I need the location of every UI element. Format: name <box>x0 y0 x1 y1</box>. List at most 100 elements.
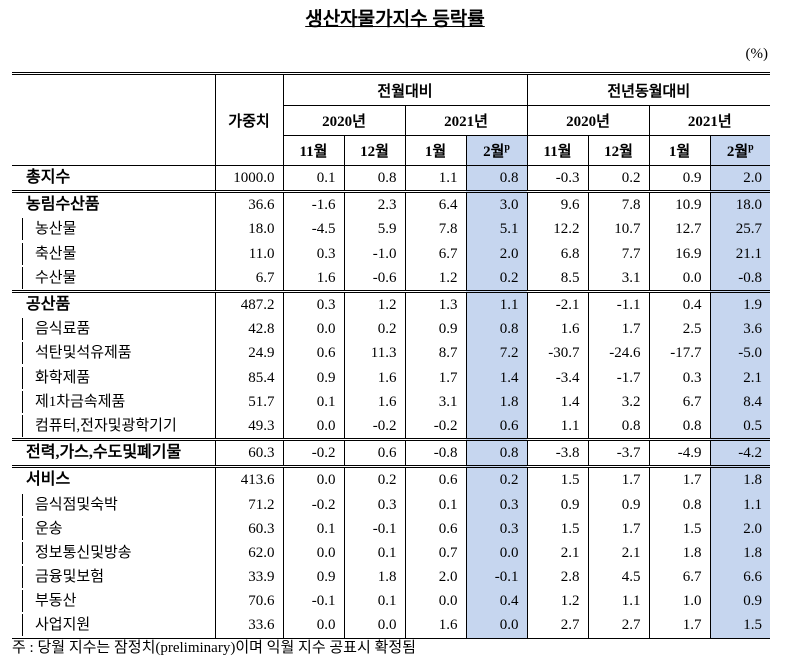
cell: 1.5 <box>526 516 589 541</box>
cell: 4.5 <box>587 565 650 590</box>
cell: 6.7 <box>214 265 284 292</box>
cell: -0.2 <box>282 492 345 517</box>
row-label: 수산물 <box>12 265 216 292</box>
cell: 0.0 <box>282 413 345 440</box>
cell: 0.7 <box>404 540 467 565</box>
row-label-text: 전력,가스,수도및폐기물 <box>26 444 182 462</box>
cell: 7.7 <box>587 241 650 266</box>
cell: 487.2 <box>214 289 284 318</box>
cell: 0.2 <box>465 465 528 493</box>
cell: 62.0 <box>214 540 284 565</box>
month-header: 12월 <box>343 135 406 166</box>
year-header: 2020년 <box>283 105 406 136</box>
cell: 7.2 <box>465 341 528 366</box>
cell: -3.7 <box>587 438 650 467</box>
cell: -17.7 <box>648 341 711 366</box>
cell: 0.9 <box>648 165 711 192</box>
cell: 0.8 <box>465 317 528 342</box>
table-row: 음식점및숙박 71.2 -0.2 0.3 0.1 0.3 0.9 0.9 0.8 1.1 <box>12 492 771 517</box>
cell: 0.0 <box>343 613 406 639</box>
cell: 6.7 <box>648 389 711 414</box>
cell: 0.2 <box>343 465 406 493</box>
cell: 0.9 <box>282 365 345 390</box>
cell: 6.7 <box>404 241 467 266</box>
cell: 33.9 <box>214 565 284 590</box>
row-label-text: 축산물 <box>22 242 215 265</box>
cell: 0.6 <box>404 516 467 541</box>
cell: 0.3 <box>343 492 406 517</box>
cell: -0.6 <box>343 265 406 292</box>
cell: 413.6 <box>214 465 284 493</box>
cell: -0.1 <box>343 516 406 541</box>
row-label-text: 총지수 <box>26 169 71 187</box>
row-label-text: 수산물 <box>22 266 215 289</box>
footnote: 주 : 당월 지수는 잠정치(preliminary)이며 익월 지수 공표시 … <box>12 640 416 656</box>
row-label-text: 농산물 <box>22 218 215 241</box>
cell: 0.0 <box>282 317 345 342</box>
month-header: 2월p <box>465 135 528 166</box>
cell: 2.1 <box>526 540 589 565</box>
corner <box>12 72 216 166</box>
unit: (%) <box>745 46 769 62</box>
table-row: 부동산 70.6 -0.1 0.1 0.0 0.4 1.2 1.1 1.0 0.9 <box>12 589 771 614</box>
cell: -0.1 <box>282 589 345 614</box>
month-header: 1월 <box>404 135 467 166</box>
cell: 1.8 <box>343 565 406 590</box>
header-row: 11월 12월 1월 2월p 11월 12월 1월 2월p <box>12 135 771 166</box>
cell: 18.0 <box>709 190 771 218</box>
cell: 11.0 <box>214 241 284 266</box>
table-row: 농림수산품 36.6 -1.6 2.3 6.4 3.0 9.6 7.8 10.9 18.0 <box>12 190 771 218</box>
row-label: 축산물 <box>12 241 216 266</box>
table-row: 공산품 487.2 0.3 1.2 1.3 1.1 -2.1 -1.1 0.4 1.9 <box>12 289 771 318</box>
cell: 1.5 <box>526 465 589 493</box>
cell: 6.6 <box>709 565 771 590</box>
table-row: 운송 60.3 0.1 -0.1 0.6 0.3 1.5 1.7 1.5 2.0 <box>12 516 771 541</box>
cell: 10.9 <box>648 190 711 218</box>
row-label: 음식점및숙박 <box>12 492 216 517</box>
cell: 24.9 <box>214 341 284 366</box>
cell: 1.8 <box>648 540 711 565</box>
cell: -1.7 <box>587 365 650 390</box>
row-label: 농림수산품 <box>12 190 216 218</box>
row-label-text: 서비스 <box>26 471 71 489</box>
cell: 36.6 <box>214 190 284 218</box>
cell: -3.8 <box>526 438 589 467</box>
cell: 1.1 <box>587 589 650 614</box>
cell: 1.6 <box>282 265 345 292</box>
cell: 16.9 <box>648 241 711 266</box>
cell: 0.9 <box>526 492 589 517</box>
cell: 1.1 <box>709 492 771 517</box>
row-label: 제1차금속제품 <box>12 389 216 414</box>
cell: 0.3 <box>282 241 345 266</box>
cell: 0.0 <box>404 589 467 614</box>
table-row: 농산물 18.0 -4.5 5.9 7.8 5.1 12.2 10.7 12.7 25.7 <box>12 217 771 242</box>
month-header: 1월 <box>648 135 711 166</box>
year-header: 2021년 <box>404 105 528 136</box>
cell: -1.1 <box>587 289 650 318</box>
cell: 1.8 <box>709 465 771 493</box>
cell: 6.4 <box>404 190 467 218</box>
cell: 0.2 <box>343 317 406 342</box>
cell: 0.6 <box>404 465 467 493</box>
table-row: 제1차금속제품 51.7 0.1 1.6 3.1 1.8 1.4 3.2 6.7 8.4 <box>12 389 771 414</box>
cell: 0.1 <box>343 540 406 565</box>
cell: 0.6 <box>465 413 528 440</box>
table-row: 축산물 11.0 0.3 -1.0 6.7 2.0 6.8 7.7 16.9 21.1 <box>12 241 771 266</box>
table-row: 음식료품 42.8 0.0 0.2 0.9 0.8 1.6 1.7 2.5 3.6 <box>12 317 771 342</box>
group-header: 전월대비 <box>282 72 528 106</box>
cell: 1.2 <box>404 265 467 292</box>
row-label-text: 컴퓨터,전자및광학기기 <box>22 414 215 437</box>
row-label-text: 부동산 <box>22 590 215 613</box>
cell: 1.4 <box>465 365 528 390</box>
cell: 0.4 <box>648 289 711 318</box>
title-text: 생산자물가지수 등락률 <box>305 9 485 30</box>
cell: 2.0 <box>709 165 771 192</box>
cell: 1.7 <box>404 365 467 390</box>
cell: 0.9 <box>709 589 771 614</box>
row-label: 부동산 <box>12 589 216 614</box>
cell: 7.8 <box>587 190 650 218</box>
cell: 0.3 <box>282 289 345 318</box>
header-row: 가중치 전월대비 전년동월대비 <box>12 72 771 166</box>
cell: 1.5 <box>648 516 711 541</box>
table: 가중치 전월대비 전년동월대비 2020년 2021년 2020년 2021년 11월 12월 1… <box>12 72 771 639</box>
